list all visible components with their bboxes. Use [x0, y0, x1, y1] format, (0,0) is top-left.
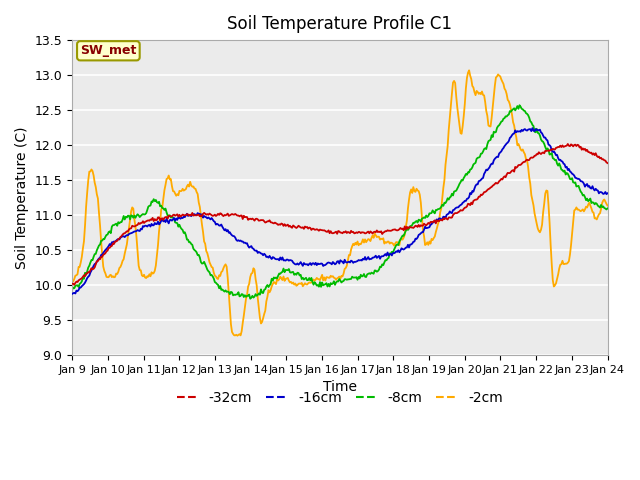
Line: -2cm: -2cm: [72, 71, 607, 336]
-8cm: [388, 249, 396, 255]
Y-axis label: Soil Temperature (C): Soil Temperature (C): [15, 126, 29, 269]
-8cm: [359, 273, 367, 279]
-32cm: [359, 229, 367, 235]
-2cm: [465, 68, 473, 73]
Title: Soil Temperature Profile C1: Soil Temperature Profile C1: [227, 15, 452, 33]
-16cm: [326, 260, 333, 266]
-16cm: [592, 186, 600, 192]
-8cm: [324, 284, 332, 289]
Line: -32cm: -32cm: [72, 144, 607, 285]
-32cm: [70, 282, 78, 288]
-2cm: [359, 237, 367, 242]
-32cm: [327, 228, 335, 234]
-2cm: [593, 216, 600, 222]
-8cm: [508, 108, 516, 113]
-2cm: [68, 277, 76, 283]
-16cm: [529, 125, 536, 131]
-16cm: [387, 251, 395, 257]
Line: -8cm: -8cm: [72, 105, 607, 299]
-8cm: [593, 201, 600, 207]
-32cm: [593, 153, 600, 159]
-16cm: [358, 258, 365, 264]
-8cm: [516, 102, 524, 108]
-32cm: [68, 281, 76, 287]
-16cm: [507, 134, 515, 140]
-8cm: [327, 280, 335, 286]
-2cm: [604, 203, 611, 208]
-32cm: [604, 160, 611, 166]
X-axis label: Time: Time: [323, 380, 357, 394]
-8cm: [604, 205, 611, 211]
-8cm: [68, 284, 76, 289]
-32cm: [388, 228, 396, 233]
-2cm: [388, 240, 396, 246]
-32cm: [508, 168, 516, 174]
-2cm: [324, 275, 332, 280]
-2cm: [234, 333, 241, 338]
Legend: -32cm, -16cm, -8cm, -2cm: -32cm, -16cm, -8cm, -2cm: [171, 386, 509, 411]
-16cm: [68, 291, 76, 297]
Text: SW_met: SW_met: [80, 44, 136, 57]
-8cm: [246, 296, 254, 301]
-16cm: [604, 191, 611, 196]
-32cm: [324, 229, 332, 235]
-16cm: [323, 261, 330, 267]
-2cm: [509, 120, 517, 125]
-2cm: [327, 273, 335, 278]
-32cm: [564, 141, 572, 147]
Line: -16cm: -16cm: [72, 128, 607, 294]
